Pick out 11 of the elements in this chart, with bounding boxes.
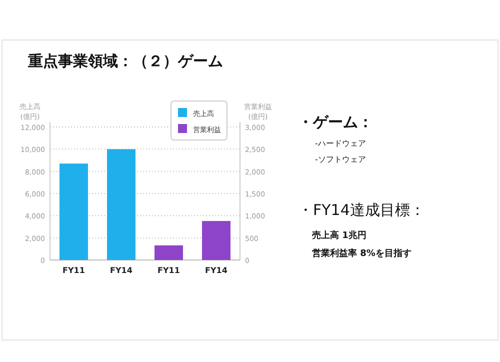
chart-title: 重点事業領域：（２）ゲーム: [27, 52, 223, 70]
x-tick-label: FY11: [158, 266, 180, 275]
text: ・FY14達成目標：: [298, 201, 425, 219]
text: 売上高 1兆円: [312, 230, 366, 241]
x-tick-label: FY14: [205, 266, 228, 275]
x-tick-label: FY11: [62, 266, 86, 275]
text: ・ゲーム：: [298, 113, 373, 131]
x-tick-label: FY14: [110, 266, 133, 275]
text: 営業利益率 8%を目指す: [312, 248, 412, 259]
text: -ハードウェア: [315, 139, 366, 148]
text: -ソフトウェア: [315, 155, 366, 164]
